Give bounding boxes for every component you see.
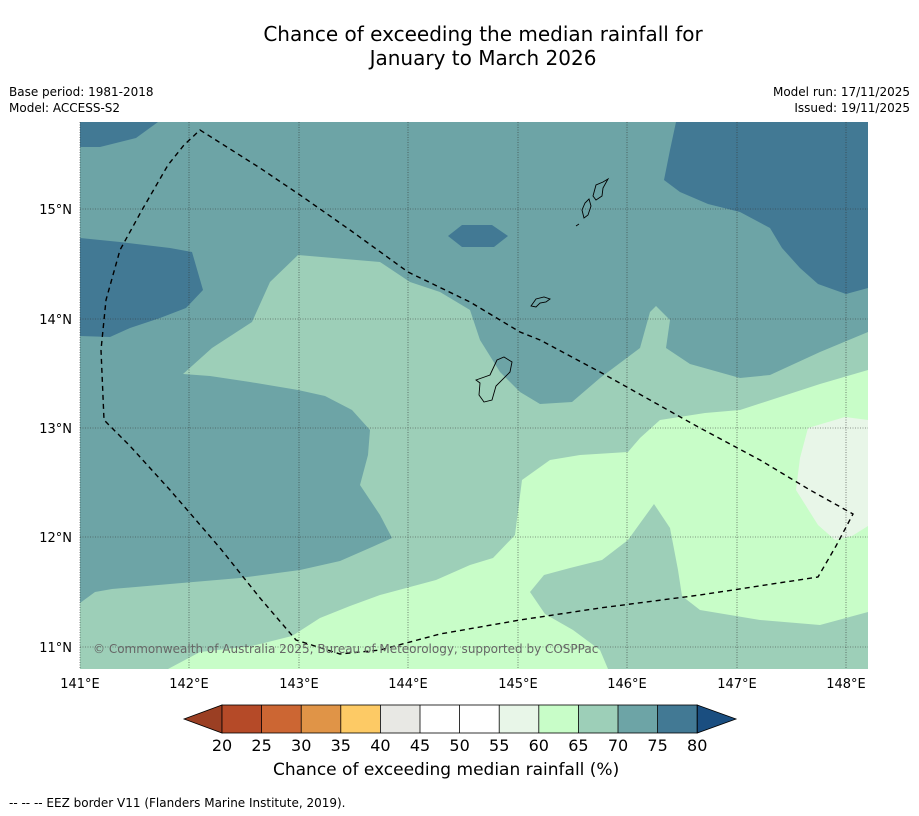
lat-tick: 13°N [39,422,72,437]
islands [475,177,610,403]
map-title: Chance of exceeding the median rainfall … [0,22,919,70]
colorbar-swatch [538,705,579,733]
colorbar-swatch [420,705,460,733]
lon-tick: 145°E [498,677,538,692]
eez-border [100,129,854,655]
lon-tick: 144°E [388,677,428,692]
title-line-2: January to March 2026 [369,46,597,70]
colorbar-label: 35 [331,736,351,755]
colorbar-swatch [340,705,381,733]
lat-tick: 11°N [39,641,72,656]
copyright-credit: © Commonwealth of Australia 2025, Bureau… [93,642,598,656]
probability-field [80,122,868,669]
lat-tick: 15°N [39,203,72,218]
lon-tick: 143°E [279,677,319,692]
guam-island [475,356,513,403]
colorbar-label: 40 [370,736,390,755]
colorbar-label: 20 [212,736,232,755]
colorbar-label: 50 [449,736,469,755]
saipan-island [581,198,592,219]
colorbar-swatch [380,705,420,733]
tinian-island [575,223,580,227]
colorbar-label: 45 [410,736,430,755]
colorbar-title: Chance of exceeding median rainfall (%) [273,760,620,780]
colorbar-swatch [657,705,698,733]
lon-tick: 146°E [607,677,647,692]
colorbar-label: 25 [251,736,271,755]
colorbar-swatch [222,705,262,733]
region-75-80-northwest [80,122,158,147]
eez-footnote: -- -- -- EEZ border V11 (Flanders Marine… [9,796,346,810]
region-55-60 [796,417,868,540]
colorbar-label: 55 [489,736,509,755]
lat-tick: 12°N [39,531,72,546]
colorbar-label: 65 [568,736,588,755]
colorbar-label: 75 [647,736,667,755]
region-75-80-west [80,238,203,337]
graticule [79,122,868,669]
colorbar: 20 25 30 35 40 45 50 55 60 65 70 75 80 [182,704,738,755]
lon-tick: 141°E [60,677,100,692]
model-name: Model: ACCESS-S2 [9,101,121,115]
lat-tick: 14°N [39,313,72,328]
colorbar-swatch [618,705,658,733]
colorbar-swatch [499,705,539,733]
region-75-80-small [448,225,508,247]
meta-right: Model run: 17/11/2025 Issued: 19/11/2025 [773,84,910,116]
colorbar-low-extension [182,704,223,734]
meta-left: Base period: 1981-2018 Model: ACCESS-S2 [9,84,154,116]
colorbar-label: 80 [687,736,707,755]
region-75-80-northeast [664,122,868,294]
rota-island [530,296,551,308]
colorbar-swatch [578,705,618,733]
lon-tick: 148°E [826,677,866,692]
colorbar-label: 30 [291,736,311,755]
lon-tick: 142°E [169,677,209,692]
colorbar-label: 60 [529,736,549,755]
base-period: Base period: 1981-2018 [9,85,154,99]
anatahan-island [592,177,610,201]
colorbar-swatch [301,705,341,733]
lon-tick: 147°E [717,677,757,692]
latitude-ticks: 15°N 14°N 13°N 12°N 11°N [39,203,72,656]
colorbar-label: 70 [608,736,628,755]
colorbar-swatch [459,705,500,733]
region-65-70-south [530,504,868,669]
title-line-1: Chance of exceeding the median rainfall … [263,22,703,46]
colorbar-swatch [261,705,302,733]
longitude-ticks: 141°E 142°E 143°E 144°E 145°E 146°E 147°… [60,677,866,692]
issued-date: Issued: 19/11/2025 [794,101,910,115]
colorbar-high-extension [696,704,738,734]
model-run: Model run: 17/11/2025 [772,85,910,99]
